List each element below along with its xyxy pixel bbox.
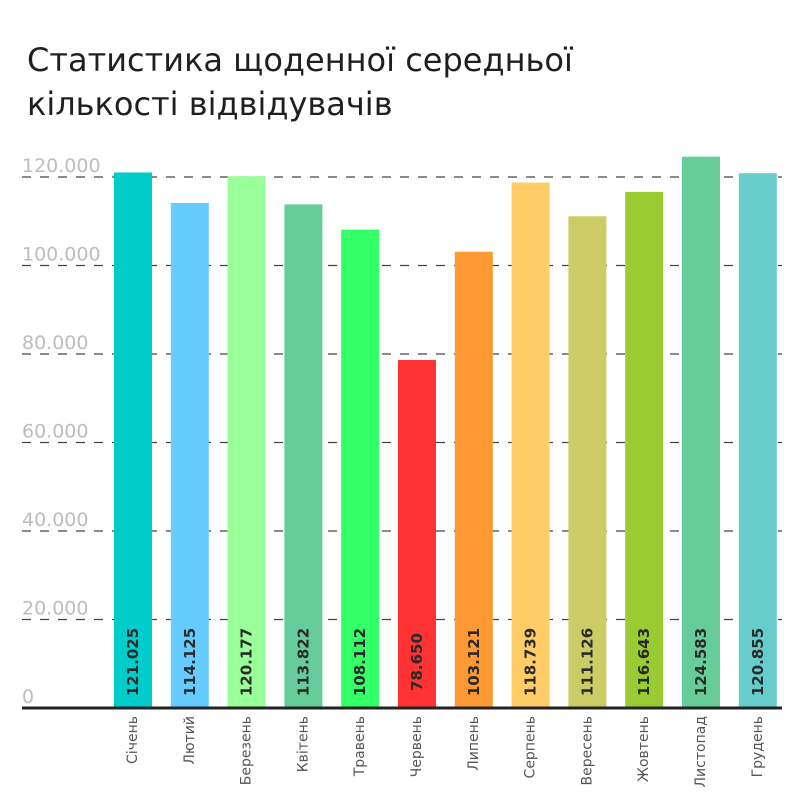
- bar: [114, 172, 152, 709]
- category-label: Серпень: [523, 716, 539, 778]
- y-axis-ticks: 0 20.000 40.000 60.000 80.000 100.000 120.000: [22, 155, 101, 708]
- category-label: Лютий: [182, 716, 198, 765]
- bar: [568, 216, 607, 708]
- bar: [454, 251, 493, 708]
- value-label: 103.121: [465, 628, 483, 696]
- category-label: Липень: [466, 716, 482, 771]
- category-label: Жовтень: [636, 716, 652, 782]
- value-label: 124.583: [692, 628, 710, 696]
- value-label: 118.739: [522, 628, 540, 696]
- y-tick-label: 20.000: [22, 598, 88, 620]
- bar: [625, 191, 664, 708]
- category-label: Грудень: [750, 716, 766, 777]
- bar: [398, 359, 436, 708]
- value-label: 120.177: [238, 628, 256, 696]
- value-label: 108.112: [351, 628, 369, 696]
- value-label: 121.025: [124, 628, 142, 696]
- y-tick-label: 40.000: [22, 509, 88, 531]
- value-label: 120.855: [749, 628, 767, 696]
- bar: [227, 176, 266, 708]
- bar: [738, 173, 777, 709]
- y-tick-label: 100.000: [22, 244, 101, 266]
- bar: [682, 156, 720, 709]
- category-label: Вересень: [579, 716, 595, 785]
- value-label: 78.650: [408, 633, 426, 691]
- bar: [170, 202, 209, 708]
- bar: [341, 229, 380, 708]
- category-label: Квітень: [295, 716, 311, 772]
- category-label: Листопад: [693, 716, 709, 787]
- bar: [284, 204, 323, 708]
- bar: [511, 182, 550, 708]
- value-label: 111.126: [578, 628, 596, 696]
- category-label: Січень: [125, 716, 141, 764]
- category-label: Травень: [352, 716, 368, 777]
- chart-title: Статистика щоденної середньої кількості …: [27, 41, 573, 123]
- value-label: 114.125: [181, 628, 199, 696]
- y-tick-label: 80.000: [22, 332, 88, 354]
- y-tick-label: 120.000: [22, 155, 101, 177]
- value-label: 116.643: [635, 628, 653, 696]
- category-label: Березень: [239, 716, 255, 785]
- category-labels: Січень Лютий Березень Квітень Травень Червень…: [125, 716, 766, 787]
- y-tick-label: 60.000: [22, 421, 88, 443]
- bars: [114, 156, 777, 709]
- y-tick-label: 0: [22, 686, 34, 708]
- value-label: 113.822: [294, 628, 312, 696]
- category-label: Червень: [409, 716, 425, 777]
- value-labels: 121.025 114.125 120.177 113.822 108.112 78.65…: [124, 628, 767, 696]
